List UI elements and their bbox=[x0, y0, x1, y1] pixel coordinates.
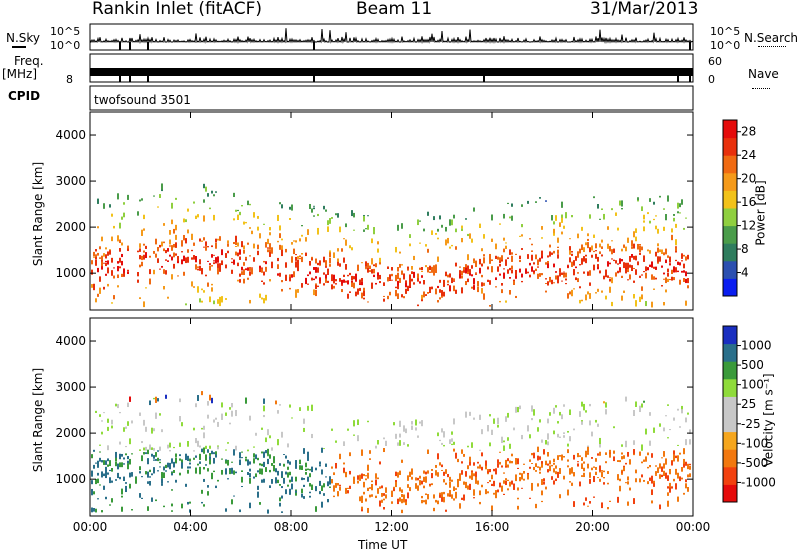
velocity-colorbar-tick-label: 500 bbox=[741, 358, 764, 372]
station-title: Rankin Inlet (fitACF) bbox=[92, 0, 263, 19]
nsky-tick-low: 10^0 bbox=[50, 39, 81, 52]
nave-tick-high: 60 bbox=[708, 55, 722, 68]
velocity-colorbar-segment bbox=[723, 466, 737, 485]
nsky-series bbox=[89, 28, 694, 44]
nave-label: Nave bbox=[748, 67, 779, 81]
power-colorbar-segment bbox=[723, 137, 737, 156]
power-ytick-label: 2000 bbox=[55, 220, 86, 234]
velocity-colorbar-segment bbox=[723, 361, 737, 380]
time-tick-label: 08:00 bbox=[274, 520, 309, 534]
nsearch-tick-high: 10^5 bbox=[710, 25, 741, 38]
velocity-colorbar-segment bbox=[723, 414, 737, 433]
velocity-colorbar-tick-label: -1000 bbox=[741, 475, 776, 489]
velocity-colorbar-tick-label: 100 bbox=[741, 378, 764, 392]
velocity-colorbar-frame bbox=[722, 325, 738, 503]
power-colorbar-segment bbox=[723, 278, 737, 297]
power-colorbar-segment bbox=[723, 208, 737, 227]
power-colorbar-tick-label: 4 bbox=[741, 266, 749, 280]
power-colorbar-frame bbox=[722, 119, 738, 297]
velocity-colorbar-segment bbox=[723, 326, 737, 345]
time-xlabel: Time UT bbox=[358, 538, 408, 552]
velocity-ytick-label: 2000 bbox=[55, 426, 86, 440]
date-title: 31/Mar/2013 bbox=[590, 0, 699, 19]
power-colorbar-segment bbox=[723, 190, 737, 209]
velocity-colorbar-tick-label: 25 bbox=[741, 397, 756, 411]
velocity-colorbar-tick-label: -25 bbox=[741, 417, 761, 431]
time-tick-label: 16:00 bbox=[475, 520, 510, 534]
power-ytick-label: 3000 bbox=[55, 174, 86, 188]
velocity-colorbar-segment bbox=[723, 343, 737, 362]
beam-title: Beam 11 bbox=[356, 0, 433, 19]
nave-tick-low: 0 bbox=[708, 73, 715, 86]
freq-tick: 8 bbox=[66, 73, 73, 86]
velocity-ytick-label: 1000 bbox=[55, 472, 86, 486]
velocity-colorbar-segment bbox=[723, 431, 737, 450]
nsearch-legend-line bbox=[758, 46, 786, 47]
nsearch-label: N.Search bbox=[744, 31, 799, 45]
velocity-colorbar-tick-label: -100 bbox=[741, 436, 768, 450]
velocity-colorbar-segment bbox=[723, 378, 737, 397]
power-colorbar-tick-label: 20 bbox=[741, 172, 756, 186]
nsky-panel-frame bbox=[89, 23, 694, 51]
time-tick-label: 00:00 bbox=[676, 520, 711, 534]
nave-legend-line bbox=[752, 88, 770, 89]
freq-unit: [MHz] bbox=[2, 67, 38, 81]
freq-label: Freq. bbox=[14, 54, 44, 68]
cpid-value: twofsound 3501 bbox=[94, 93, 191, 107]
time-tick-label: 12:00 bbox=[374, 520, 409, 534]
velocity-ytick-label: 4000 bbox=[55, 334, 86, 348]
velocity-colorbar-tick-label: 1000 bbox=[741, 339, 772, 353]
velocity-colorbar-tick-label: -500 bbox=[741, 456, 768, 470]
nsearch-tick-low: 10^0 bbox=[710, 39, 741, 52]
velocity-colorbar-segment bbox=[723, 449, 737, 468]
power-colorbar-segment bbox=[723, 260, 737, 279]
power-colorbar-segment bbox=[723, 120, 737, 139]
nsky-label: N.Sky bbox=[6, 31, 41, 45]
cpid-panel-frame bbox=[89, 85, 694, 111]
power-colorbar-segment bbox=[723, 172, 737, 191]
freq-series-band bbox=[90, 68, 693, 76]
power-colorbar-tick-label: 28 bbox=[741, 125, 756, 139]
nsky-legend-line bbox=[12, 46, 26, 48]
power-colorbar-tick-label: 12 bbox=[741, 219, 756, 233]
velocity-colorbar-segment bbox=[723, 396, 737, 415]
velocity-colorbar-segment bbox=[723, 484, 737, 503]
nsky-tick-high: 10^5 bbox=[50, 25, 81, 38]
time-tick-label: 04:00 bbox=[173, 520, 208, 534]
power-colorbar-segment bbox=[723, 225, 737, 244]
time-tick-label: 00:00 bbox=[73, 520, 108, 534]
power-colorbar-segment bbox=[723, 155, 737, 174]
time-tick-label: 20:00 bbox=[575, 520, 610, 534]
power-colorbar-tick-label: 16 bbox=[741, 195, 756, 209]
power-colorbar-tick-label: 8 bbox=[741, 242, 749, 256]
power-colorbar-tick-label: 24 bbox=[741, 148, 756, 162]
power-ytick-label: 1000 bbox=[55, 266, 86, 280]
cpid-label: CPID bbox=[8, 89, 41, 103]
power-ytick-label: 4000 bbox=[55, 128, 86, 142]
velocity-ytick-label: 3000 bbox=[55, 380, 86, 394]
power-colorbar-segment bbox=[723, 243, 737, 262]
